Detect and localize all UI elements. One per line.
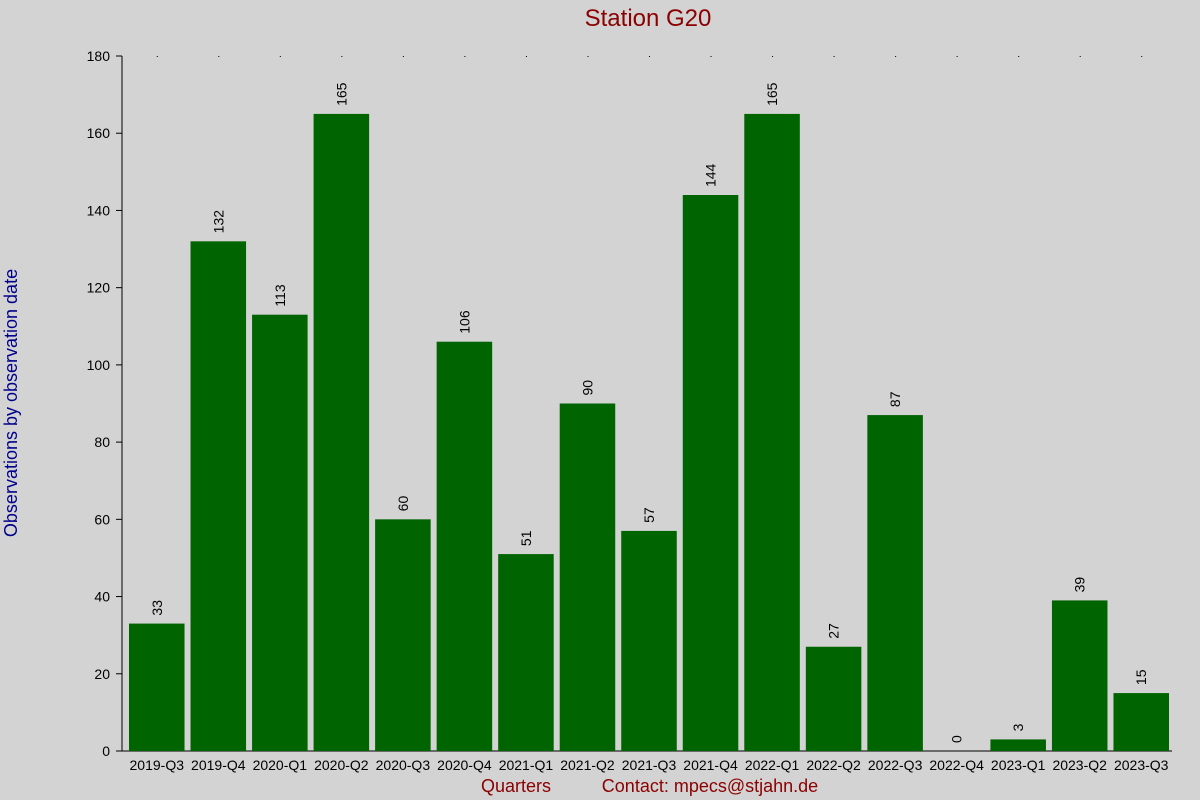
top-dot-marker: [218, 56, 220, 57]
bar-2020-Q2: [313, 113, 370, 751]
bar-2022-Q2: [805, 646, 862, 751]
y-tick-label: 20: [94, 666, 110, 682]
top-dot-marker: [464, 56, 466, 57]
top-dot-marker: [833, 56, 835, 57]
bar-2022-Q3: [867, 415, 923, 751]
value-label-2020-Q1: 113: [272, 284, 288, 307]
value-label-2022-Q1: 165: [764, 82, 780, 106]
value-label-2022-Q4: 0: [949, 735, 965, 743]
category-label-2021-Q1: 2021-Q1: [499, 757, 554, 773]
contact-label: Contact: mpecs@stjahn.de: [602, 776, 818, 796]
y-tick-label: 0: [102, 743, 110, 759]
category-label-2023-Q2: 2023-Q2: [1052, 757, 1107, 773]
category-label-2020-Q2: 2020-Q2: [314, 757, 369, 773]
top-dot-marker: [341, 56, 343, 57]
x-axis-label: Quarters: [481, 776, 551, 796]
value-label-2020-Q2: 165: [333, 82, 349, 106]
top-dot-marker: [895, 56, 897, 57]
bar-2020-Q1: [252, 314, 308, 751]
category-label-2023-Q1: 2023-Q1: [991, 757, 1046, 773]
top-dot-marker: [710, 56, 712, 57]
top-dot-marker: [1141, 56, 1143, 57]
category-label-2022-Q4: 2022-Q4: [929, 757, 984, 773]
value-label-2022-Q3: 87: [887, 391, 903, 407]
category-label-2021-Q4: 2021-Q4: [683, 757, 738, 773]
bar-2019-Q3: [129, 623, 185, 751]
top-dot-marker: [1018, 56, 1020, 57]
top-dot-marker: [587, 56, 589, 57]
top-dot-marker: [956, 56, 958, 57]
category-label-2022-Q3: 2022-Q3: [868, 757, 923, 773]
top-dot-marker: [279, 56, 281, 57]
top-dot-marker: [525, 56, 527, 57]
top-dot-marker: [156, 56, 158, 57]
value-label-2021-Q2: 90: [579, 380, 595, 396]
bar-2020-Q4: [436, 341, 493, 751]
value-label-2020-Q3: 60: [395, 496, 411, 512]
bar-2022-Q1: [744, 113, 800, 751]
y-tick-label: 60: [94, 511, 110, 527]
y-tick-label: 120: [87, 280, 111, 296]
top-dot-marker: [402, 56, 404, 57]
top-dot-marker: [649, 56, 650, 57]
chart-title: Station G20: [585, 5, 712, 32]
bar-2021-Q2: [559, 403, 616, 751]
value-label-2020-Q4: 106: [456, 310, 472, 334]
category-label-2023-Q3: 2023-Q3: [1114, 757, 1169, 773]
value-label-2023-Q1: 3: [1010, 723, 1026, 731]
value-label-2019-Q4: 132: [210, 210, 226, 234]
top-dot-marker: [772, 56, 774, 57]
category-label-2019-Q4: 2019-Q4: [191, 757, 246, 773]
bar-2023-Q3: [1113, 693, 1169, 751]
category-label-2020-Q4: 2020-Q4: [437, 757, 492, 773]
top-dot-marker: [1079, 56, 1081, 57]
category-label-2022-Q1: 2022-Q1: [745, 757, 800, 773]
value-label-2021-Q3: 57: [641, 507, 657, 523]
value-label-2023-Q2: 39: [1072, 577, 1088, 593]
y-tick-label: 80: [94, 434, 110, 450]
category-label-2019-Q3: 2019-Q3: [130, 757, 185, 773]
y-axis-label: Observations by observation date: [1, 269, 21, 537]
value-label-2022-Q2: 27: [826, 623, 842, 639]
labels: 33 2019-Q3 132 2019-Q4 113 2020-Q1 165 2020-Q2 6…: [130, 82, 1169, 773]
bars: [129, 113, 1169, 752]
value-label-2021-Q1: 51: [518, 530, 534, 546]
y-tick-label: 160: [87, 125, 111, 141]
category-label-2021-Q3: 2021-Q3: [622, 757, 677, 773]
value-label-2023-Q3: 15: [1133, 669, 1149, 685]
category-label-2021-Q2: 2021-Q2: [560, 757, 615, 773]
value-label-2019-Q3: 33: [149, 600, 165, 616]
value-label-2021-Q4: 144: [703, 163, 719, 187]
y-tick-label: 140: [87, 202, 111, 218]
category-label-2020-Q3: 2020-Q3: [376, 757, 431, 773]
category-label-2020-Q1: 2020-Q1: [253, 757, 308, 773]
bar-2023-Q1: [990, 739, 1046, 751]
y-tick-label: 40: [94, 589, 110, 605]
bar-2021-Q4: [682, 195, 739, 751]
y-tick-label: 100: [87, 357, 111, 373]
bar-2021-Q1: [498, 554, 554, 751]
category-label-2022-Q2: 2022-Q2: [806, 757, 861, 773]
bar-2023-Q2: [1051, 600, 1108, 751]
y-tick-label: 180: [87, 48, 111, 64]
bar-2020-Q3: [375, 519, 431, 751]
bar-2021-Q3: [621, 530, 677, 751]
bar-2019-Q4: [190, 241, 247, 752]
